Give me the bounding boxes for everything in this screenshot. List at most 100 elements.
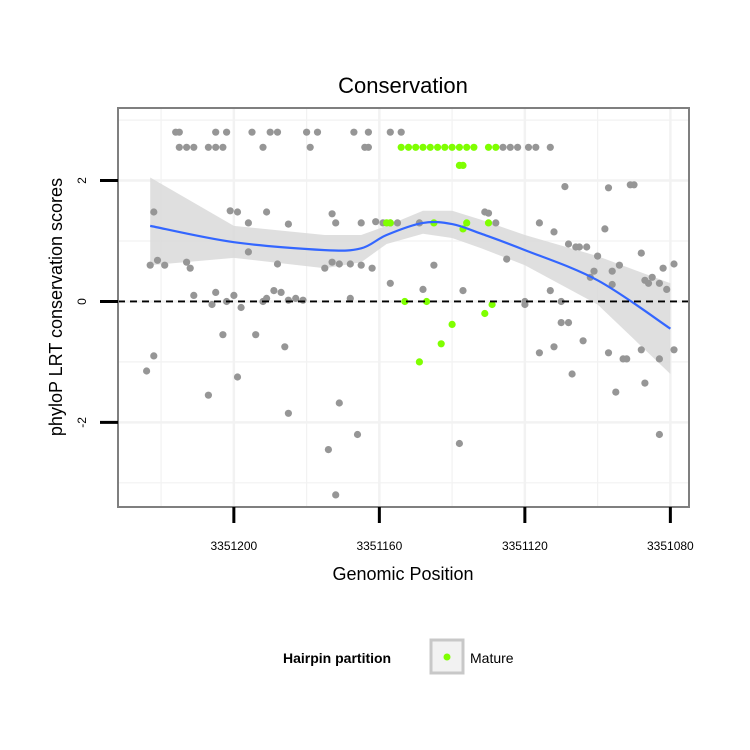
other-point — [299, 296, 307, 304]
other-point — [321, 264, 329, 272]
mature-point — [412, 143, 420, 151]
other-point — [372, 218, 380, 226]
other-point — [419, 285, 427, 293]
panel-border — [117, 107, 690, 508]
mature-point — [448, 143, 456, 151]
other-point — [175, 128, 183, 136]
other-point — [386, 279, 394, 287]
other-point — [183, 143, 191, 151]
other-point — [281, 343, 289, 351]
legend-label-mature: Mature — [470, 650, 514, 666]
other-point — [328, 258, 336, 266]
other-point — [223, 128, 231, 136]
other-point — [484, 209, 493, 217]
other-point — [521, 300, 529, 309]
other-point — [284, 409, 292, 417]
y-tick-label: -2 — [75, 417, 89, 428]
other-point — [226, 207, 234, 215]
other-point — [546, 287, 554, 295]
other-point — [190, 291, 198, 299]
other-point — [608, 280, 616, 289]
other-point — [655, 279, 664, 287]
confidence-ribbon — [150, 177, 671, 374]
other-point — [641, 379, 649, 387]
other-point — [277, 288, 285, 296]
mature-point — [484, 219, 493, 227]
other-point — [455, 439, 463, 448]
x-tick-label: 3351200 — [210, 539, 257, 553]
other-point — [346, 260, 354, 268]
other-point — [550, 343, 558, 351]
other-point — [244, 219, 252, 227]
mature-point — [448, 320, 456, 328]
other-point — [357, 261, 365, 269]
other-point — [346, 294, 354, 302]
other-point — [332, 219, 340, 227]
other-point — [594, 252, 602, 260]
other-point — [303, 128, 311, 136]
other-point — [353, 430, 362, 439]
other-point — [332, 491, 340, 499]
x-tick-label: 3351080 — [647, 539, 694, 553]
other-point — [150, 208, 158, 216]
other-point — [535, 349, 544, 357]
other-point — [244, 248, 252, 256]
other-point — [659, 264, 667, 272]
other-point — [143, 367, 151, 375]
other-point — [670, 346, 678, 354]
other-point — [546, 143, 554, 151]
other-point — [655, 430, 664, 439]
other-point — [237, 303, 245, 312]
other-point — [386, 128, 394, 136]
other-point — [335, 260, 343, 268]
other-point — [252, 331, 260, 339]
other-point — [524, 143, 533, 151]
other-point — [670, 260, 678, 268]
mature-point — [441, 143, 449, 151]
other-point — [153, 256, 162, 264]
other-point — [233, 208, 242, 216]
mature-point — [459, 161, 467, 169]
other-point — [219, 143, 227, 151]
other-point — [350, 128, 358, 136]
other-point — [292, 294, 300, 302]
legend-key-box — [429, 638, 465, 675]
mature-point — [423, 297, 431, 306]
other-point — [550, 228, 558, 236]
other-point — [604, 349, 613, 357]
other-point — [644, 279, 653, 287]
legend-key-mature-dot — [443, 653, 451, 661]
other-point — [590, 267, 598, 275]
x-tick-label: 3351120 — [502, 539, 548, 553]
chart-title: Conservation — [338, 73, 468, 98]
mature-point — [455, 143, 463, 151]
mature-point — [397, 143, 405, 151]
other-point — [204, 391, 212, 399]
y-axis: -2 0 2 — [75, 177, 118, 428]
mature-point — [484, 143, 493, 151]
other-point — [259, 143, 267, 151]
mature-point — [404, 143, 413, 151]
other-point — [270, 287, 278, 295]
mature-point — [488, 300, 496, 309]
legend: Hairpin partition Mature — [283, 638, 514, 675]
y-tick-label: 2 — [75, 177, 89, 184]
other-point — [364, 143, 372, 151]
other-point — [430, 261, 438, 269]
other-point — [150, 352, 158, 360]
other-point — [161, 261, 169, 269]
other-point — [564, 319, 573, 327]
other-point — [313, 128, 322, 136]
other-point — [637, 346, 645, 354]
other-point — [324, 446, 332, 454]
other-point — [575, 243, 584, 251]
other-point — [284, 296, 292, 304]
other-point — [393, 219, 402, 227]
x-axis: 3351200 3351160 3351120 3351080 — [210, 507, 694, 553]
mature-point — [437, 340, 445, 348]
other-point — [557, 297, 565, 306]
other-point — [459, 287, 467, 295]
legend-title: Hairpin partition — [283, 650, 391, 666]
mature-point — [426, 143, 434, 151]
